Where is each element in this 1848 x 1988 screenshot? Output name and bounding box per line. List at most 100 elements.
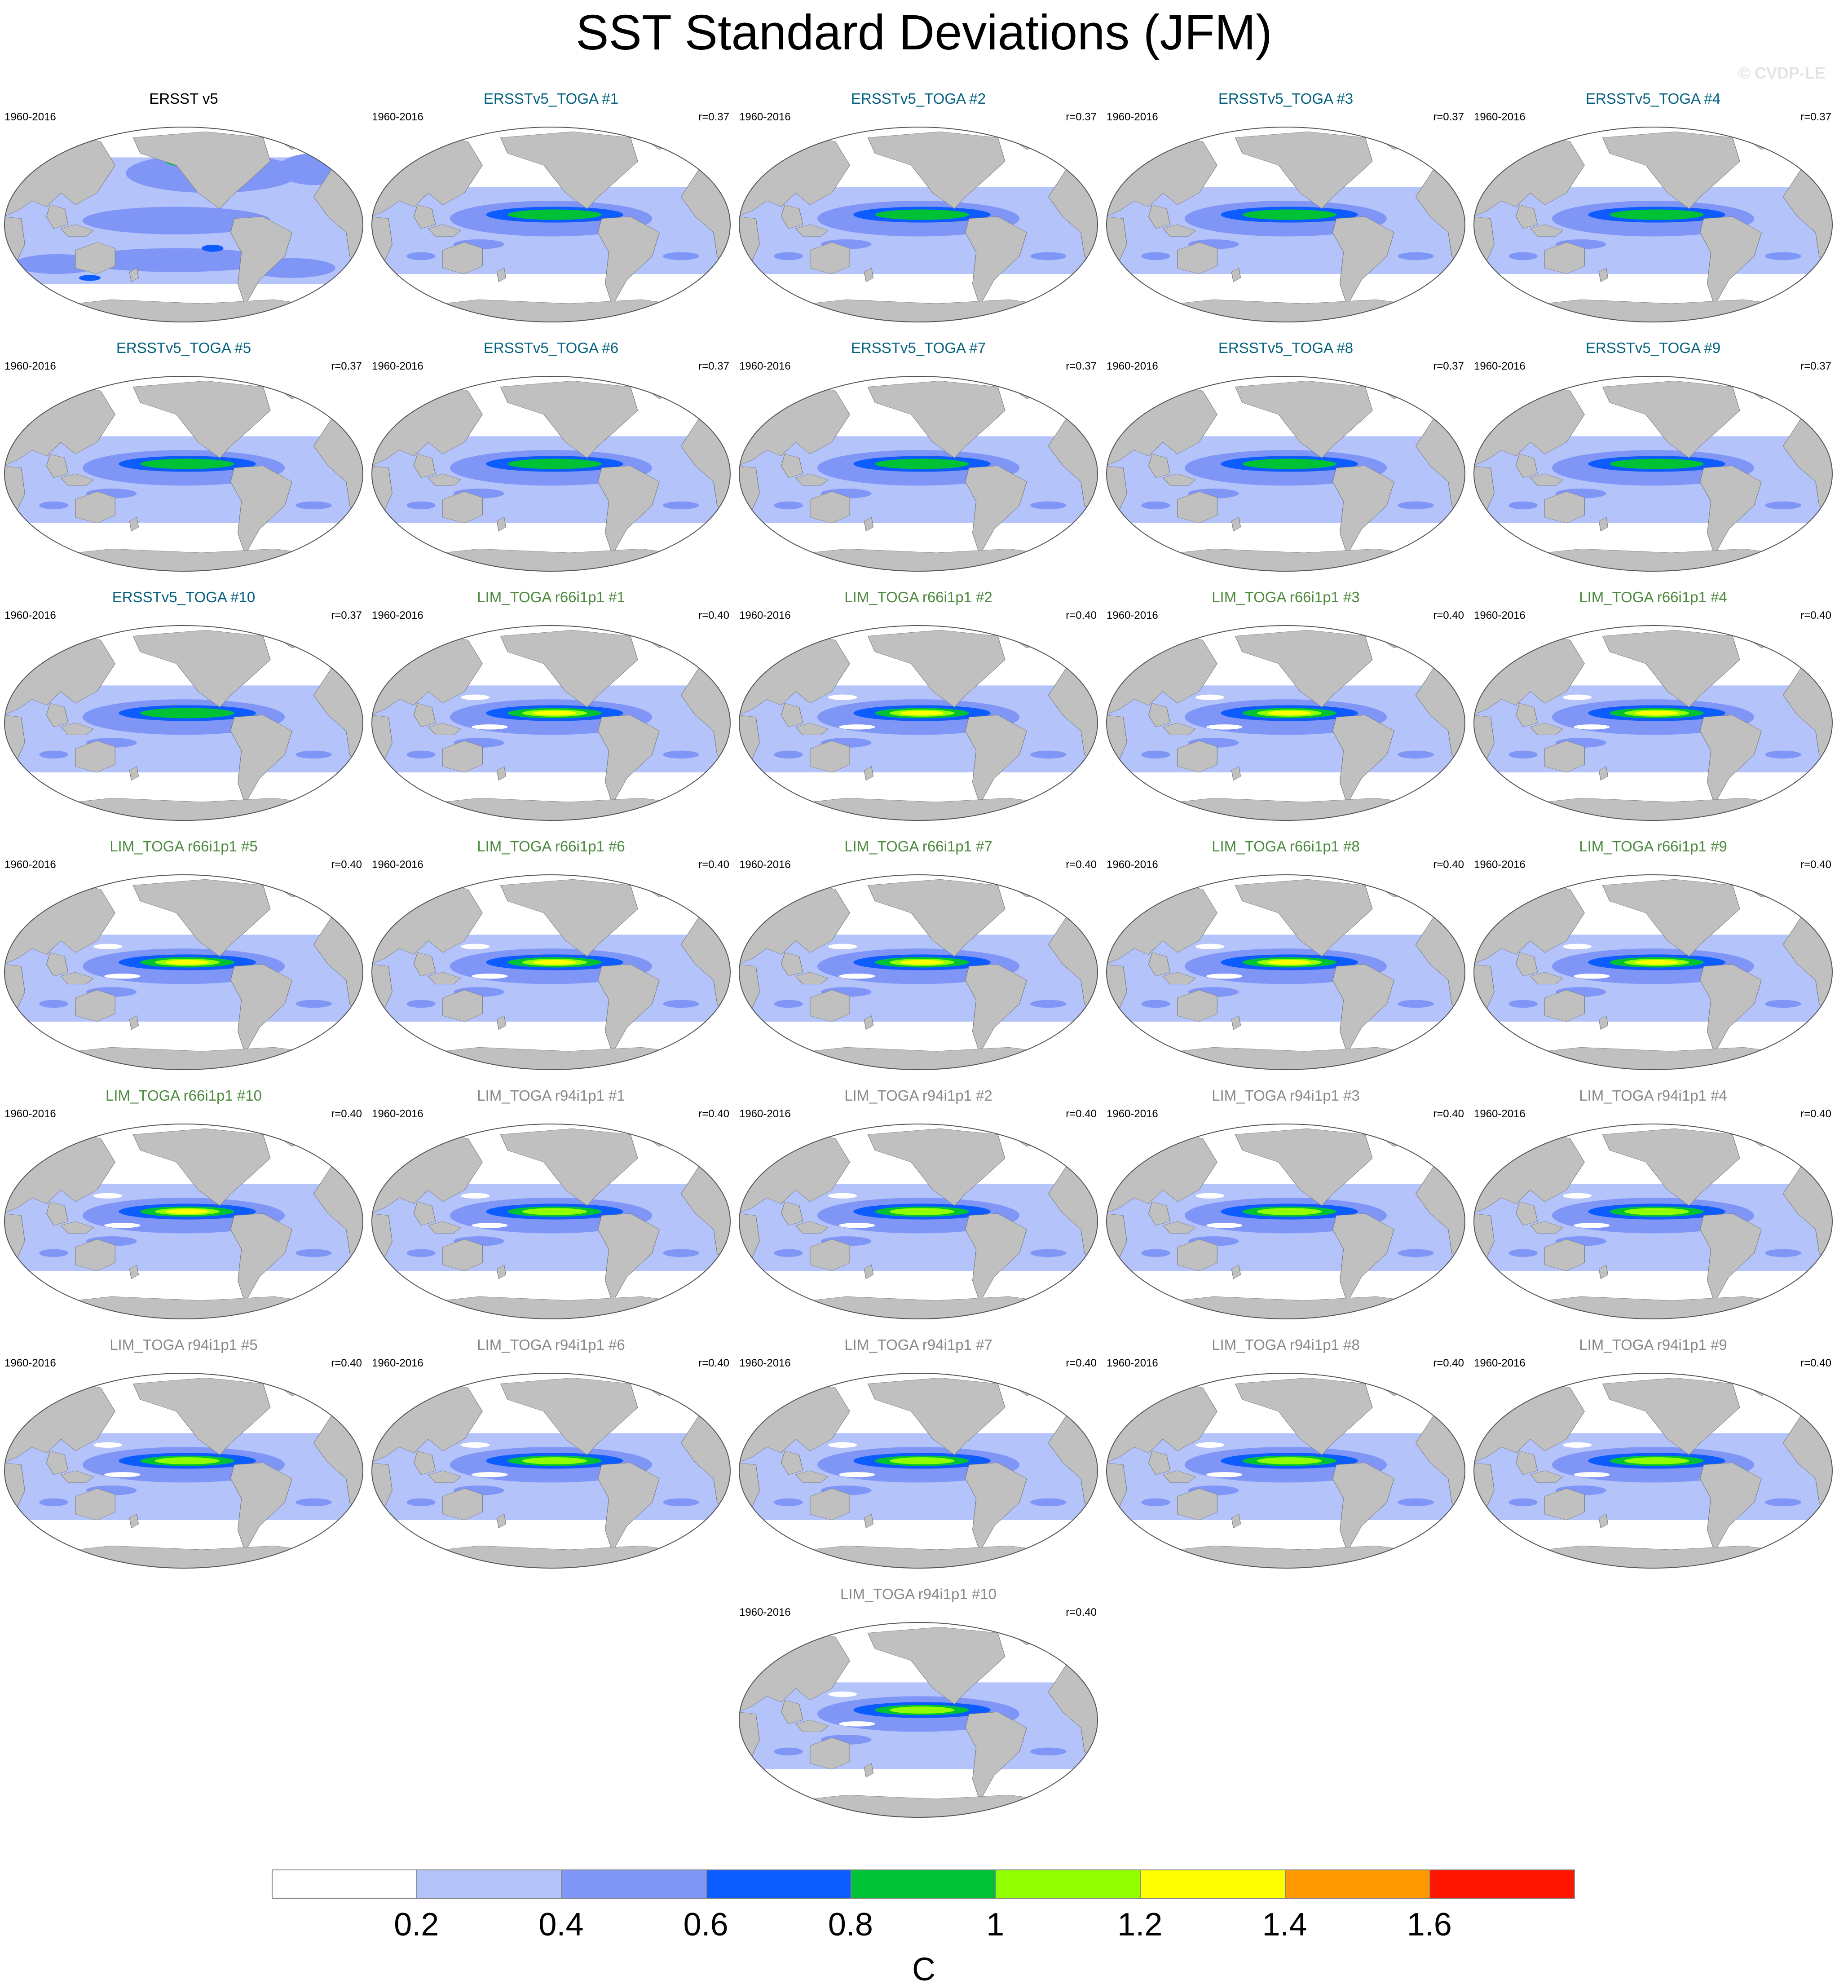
southeast-asia-land [781, 703, 803, 727]
panel-pattern-correlation: r=0.40 [1066, 1357, 1097, 1369]
panel-title: ERSSTv5_TOGA #5 [116, 339, 251, 356]
south-atlantic-sst-0.4-0.6 [663, 750, 699, 759]
panel-title: LIM_TOGA r66i1p1 #4 [1579, 589, 1727, 605]
indian-ocean-sst-0.4-0.6 [774, 750, 803, 759]
map-border [371, 1124, 731, 1319]
panel-pattern-correlation: r=0.40 [1433, 1108, 1464, 1120]
southern-ocean-sst-0.6-0.8 [79, 275, 101, 281]
south-america-land [597, 1213, 660, 1303]
nino-region-sst-1.0-1.2 [522, 1208, 587, 1215]
map-border [739, 1124, 1098, 1319]
panel-title: ERSST v5 [149, 90, 218, 107]
sst-stddev-map [739, 1124, 1098, 1319]
maritime-continent-land [1530, 473, 1563, 486]
map-panel: ERSSTv5_TOGA #2 1960-2016 r=0.37 [735, 90, 1102, 335]
indian-ocean-sst-0.4-0.6 [774, 1249, 803, 1257]
antarctica-land [773, 299, 1071, 322]
panel-years: 1960-2016 [4, 360, 56, 372]
antarctica-land [1141, 1047, 1438, 1070]
panel-years: 1960-2016 [1107, 859, 1158, 871]
australia-land [442, 491, 483, 524]
panel-title: LIM_TOGA r94i1p1 #1 [477, 1087, 625, 1104]
south-america-land [965, 466, 1027, 555]
antarctica-land [773, 1047, 1071, 1070]
north-america-land [1602, 1128, 1740, 1206]
west-pacific-sst-below-0.2 [839, 724, 875, 730]
antarctica-land [1508, 1047, 1806, 1070]
indian-ocean-sst-0.4-0.6 [1141, 1249, 1170, 1257]
map-border [739, 376, 1098, 572]
panel-title: ERSSTv5_TOGA #9 [1585, 339, 1721, 356]
panel-years: 1960-2016 [4, 1357, 56, 1369]
west-pacific-sst-below-0.2 [1195, 1442, 1225, 1448]
map-border [1106, 874, 1465, 1070]
panel-title: LIM_TOGA r66i1p1 #2 [844, 589, 992, 605]
north-america-land [1602, 1377, 1740, 1455]
map-panel: ERSSTv5_TOGA #1 1960-2016 r=0.37 [367, 90, 735, 335]
south-america-land [1699, 466, 1762, 555]
south-america-land [597, 715, 660, 804]
nino-region-sst-0.8-1.0 [875, 209, 969, 220]
australia-land [442, 741, 483, 773]
south-america-land [1332, 216, 1394, 306]
antarctica-land [1508, 1545, 1806, 1568]
south-atlantic-sst-0.4-0.6 [1398, 1000, 1434, 1008]
map-border [1106, 1373, 1465, 1569]
map-border [739, 127, 1098, 322]
australia-land [1177, 1488, 1217, 1521]
north-america-land [867, 630, 1006, 708]
sst-stddev-map [1473, 376, 1833, 572]
sst-stddev-map [4, 1373, 363, 1569]
antarctica-land [39, 299, 336, 322]
southeast-asia-land [1515, 204, 1538, 229]
panel-years: 1960-2016 [739, 609, 791, 622]
indian-ocean-sst-0.4-0.6 [39, 750, 68, 759]
west-pacific-sst-below-0.2 [93, 943, 123, 949]
nino-region-sst-0.8-1.0 [140, 458, 234, 469]
map-panel: LIM_TOGA r94i1p1 #2 1960-2016 r=0.40 [735, 1087, 1102, 1331]
nino-region-sst-1.0-1.2 [889, 1208, 955, 1215]
new-zealand-land [129, 1015, 139, 1030]
south-atlantic-sst-0.4-0.6 [1030, 1000, 1067, 1008]
panel-pattern-correlation: r=0.40 [331, 1357, 362, 1369]
maritime-continent-land [428, 1470, 461, 1483]
panel-pattern-correlation: r=0.40 [1433, 609, 1464, 622]
australia-land [1544, 1488, 1585, 1521]
southeast-asia-land [46, 1450, 69, 1475]
map-border [1473, 1373, 1833, 1569]
south-america-land [1332, 466, 1394, 555]
new-zealand-land [496, 517, 507, 532]
south-america-land [230, 466, 292, 555]
maritime-continent-land [428, 1221, 461, 1234]
west-pacific-sst-below-0.2 [93, 1442, 123, 1448]
north-america-land [1602, 131, 1740, 209]
north-america-land [1235, 1377, 1373, 1455]
indian-ocean-sst-0.4-0.6 [774, 1000, 803, 1008]
antarctica-land [1141, 548, 1438, 571]
australia-land [75, 242, 115, 274]
maritime-continent-land [1162, 224, 1196, 237]
panel-title: ERSSTv5_TOGA #10 [112, 589, 256, 605]
map-border [4, 625, 363, 821]
map-panel: LIM_TOGA r94i1p1 #3 1960-2016 r=0.40 [1102, 1087, 1469, 1331]
colorbar-box [1284, 1869, 1430, 1899]
sst-stddev-map [4, 874, 363, 1070]
nino-region-sst-1.2-1.4 [900, 960, 944, 965]
map-border [1106, 1124, 1465, 1319]
colorbar-tick-label: 0.6 [683, 1907, 728, 1943]
west-pacific-sst-below-0.2 [1574, 1223, 1610, 1228]
southeast-asia-land [1148, 1201, 1171, 1226]
south-america-land [965, 715, 1027, 804]
maritime-continent-land [1162, 972, 1196, 984]
panel-years: 1960-2016 [1474, 1108, 1526, 1120]
sst-stddev-map [1106, 127, 1465, 322]
sst-stddev-map [1473, 1124, 1833, 1319]
sst-stddev-map [739, 874, 1098, 1070]
map-border [739, 874, 1098, 1070]
indian-ocean-sst-0.4-0.6 [406, 1498, 436, 1507]
maritime-continent-land [428, 972, 461, 984]
southeast-asia-land [46, 454, 69, 478]
south-america-land [1699, 1463, 1762, 1552]
new-zealand-land [864, 517, 874, 532]
panel-title: LIM_TOGA r66i1p1 #6 [477, 838, 625, 855]
